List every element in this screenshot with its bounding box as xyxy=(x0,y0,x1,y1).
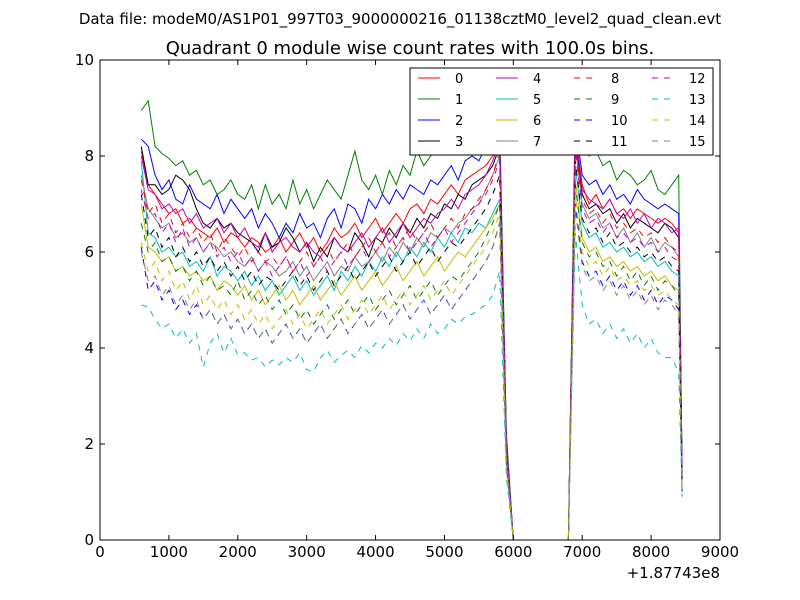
x-tick-label: 9000 xyxy=(701,543,739,561)
legend-label-10: 10 xyxy=(611,114,628,129)
y-tick-label: 4 xyxy=(84,339,94,357)
axis-ticks-group: 0 1000 2000 3000 4000 5000 6000 7000 8000 9000 0 2 4… xyxy=(75,51,739,561)
series-line-1 xyxy=(140,97,683,541)
y-tick-label: 8 xyxy=(84,147,94,165)
plot-series-group xyxy=(140,97,683,541)
x-tick-label: 0 xyxy=(95,543,105,561)
x-tick-label: 2000 xyxy=(219,543,257,561)
series-line-4 xyxy=(140,131,683,541)
legend-label-2: 2 xyxy=(455,114,463,129)
legend-label-15: 15 xyxy=(689,135,706,150)
x-offset-label: +1.87743e8 xyxy=(627,564,720,582)
legend-label-3: 3 xyxy=(455,135,463,150)
legend-label-7: 7 xyxy=(533,135,541,150)
legend-label-6: 6 xyxy=(533,114,541,129)
y-tick-label: 10 xyxy=(75,51,94,69)
series-line-8 xyxy=(140,141,683,541)
chart-suptitle: Data file: modeM0/AS1P01_997T03_90000002… xyxy=(79,10,721,29)
legend-label-8: 8 xyxy=(611,72,619,87)
y-tick-label: 6 xyxy=(84,243,94,261)
legend-label-14: 14 xyxy=(689,114,706,129)
y-tick-label: 2 xyxy=(84,435,94,453)
chart-title: Quadrant 0 module wise count rates with … xyxy=(166,38,655,59)
legend-label-0: 0 xyxy=(455,72,463,87)
legend-label-5: 5 xyxy=(533,93,541,108)
x-tick-label: 3000 xyxy=(288,543,326,561)
legend-label-1: 1 xyxy=(455,93,463,108)
legend-label-4: 4 xyxy=(533,72,541,87)
series-line-11 xyxy=(140,160,683,541)
x-tick-label: 7000 xyxy=(563,543,601,561)
y-tick-label: 0 xyxy=(84,531,94,549)
series-line-15 xyxy=(140,208,683,541)
series-line-13 xyxy=(141,232,683,541)
series-line-12 xyxy=(140,151,683,541)
axes-frame xyxy=(99,59,721,541)
legend-label-11: 11 xyxy=(611,135,628,150)
legend-label-13: 13 xyxy=(689,93,706,108)
legend-label-9: 9 xyxy=(611,93,619,108)
series-line-6 xyxy=(140,179,683,541)
series-line-0 xyxy=(140,131,683,541)
x-tick-label: 5000 xyxy=(425,543,463,561)
series-line-7 xyxy=(140,146,683,541)
series-line-5 xyxy=(140,160,683,541)
series-line-2 xyxy=(140,122,683,541)
x-tick-label: 8000 xyxy=(632,543,670,561)
x-tick-label: 6000 xyxy=(494,543,532,561)
x-tick-label: 4000 xyxy=(356,543,394,561)
legend-frame xyxy=(409,67,714,156)
x-tick-label: 1000 xyxy=(150,543,188,561)
series-line-14 xyxy=(140,194,683,541)
legend-label-12: 12 xyxy=(689,72,706,87)
